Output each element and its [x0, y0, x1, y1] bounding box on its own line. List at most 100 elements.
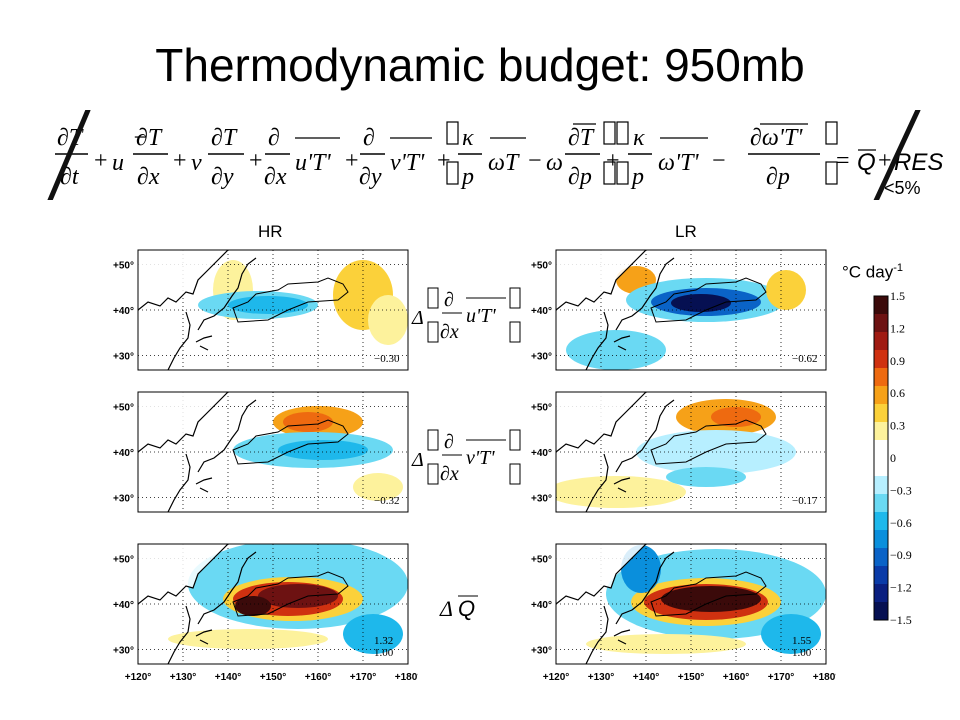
- anomaly-shading: [235, 596, 271, 616]
- map-panel-hr-row2: +50° +40° +30° −0.32: [113, 391, 409, 513]
- svg-text:Δ: Δ: [439, 596, 453, 621]
- lon-tick-label: +170°: [350, 672, 377, 683]
- svg-text:u'T': u'T': [466, 305, 496, 327]
- lon-tick-label: +130°: [170, 672, 197, 683]
- area-mean-value: −0.62: [792, 353, 817, 365]
- lat-tick-label: +50°: [113, 402, 134, 413]
- svg-text:+: +: [606, 148, 620, 174]
- colorbar-tick-label: 0.9: [890, 354, 905, 368]
- colorbar-tick-label: −0.9: [890, 548, 912, 562]
- panel-frame: [555, 391, 827, 513]
- coastline: [138, 544, 257, 664]
- coastline: [138, 250, 257, 370]
- panel-frame: [137, 391, 409, 513]
- svg-text:v: v: [191, 150, 202, 176]
- svg-text:∂T: ∂T: [568, 125, 595, 151]
- region-contour: [232, 571, 349, 617]
- colorbar-units: °C day-1: [842, 262, 903, 283]
- area-mean-value: 1.00: [792, 647, 812, 659]
- lat-tick-label: +30°: [531, 646, 552, 657]
- lon-tick-label: +130°: [588, 672, 615, 683]
- svg-text:ω'T': ω'T': [658, 150, 699, 176]
- anomaly-shading: [556, 476, 686, 508]
- anomaly-shading: [278, 440, 368, 460]
- map-panel-lr-row3: +50° +40° +30° +120° +130° +140° +150° +160° +17…: [531, 543, 836, 683]
- svg-text:+: +: [878, 148, 892, 174]
- colorbar-segment: [874, 512, 888, 531]
- region-contour: [650, 571, 767, 617]
- svg-text:∂: ∂: [268, 125, 280, 151]
- panel-frame: [137, 249, 409, 371]
- column-header-hr: HR: [258, 222, 283, 241]
- svg-text:+: +: [173, 148, 187, 174]
- lon-tick-label: +140°: [633, 672, 660, 683]
- lon-tick-label: +120°: [543, 672, 570, 683]
- colorbar-segment: [874, 296, 888, 315]
- anomaly-shading: [766, 270, 806, 310]
- lon-tick-label: +180°: [813, 672, 836, 683]
- colorbar-segment: [874, 548, 888, 567]
- colorbar-tick-label: 1.5: [890, 289, 905, 303]
- colorbar-segment: [874, 602, 888, 621]
- lat-tick-label: +50°: [113, 554, 134, 565]
- anomaly-shading: [666, 467, 746, 487]
- anomaly-shading: [283, 412, 333, 432]
- land-mask: [138, 544, 228, 604]
- map-panel-lr-row1: +50° +40° +30° −0.62: [531, 249, 827, 371]
- area-mean-value: −0.30: [374, 353, 400, 365]
- anomaly-shading: [566, 330, 666, 370]
- area-mean-value: −0.32: [374, 495, 399, 507]
- colorbar-segment: [874, 422, 888, 441]
- lon-tick-label: +150°: [678, 672, 705, 683]
- lat-tick-label: +40°: [531, 600, 552, 611]
- lat-tick-label: +40°: [531, 306, 552, 317]
- anomaly-shading: [661, 586, 761, 612]
- anomaly-shading: [353, 473, 403, 501]
- colorbar-tick-label: 1.2: [890, 321, 905, 335]
- lat-tick-label: +30°: [113, 352, 134, 363]
- colorbar-segment: [874, 404, 888, 423]
- svg-text:∂y: ∂y: [359, 164, 382, 190]
- svg-text:Q: Q: [857, 149, 876, 176]
- colorbar-segment: [874, 530, 888, 549]
- map-panel-hr-row1: +50° +40° +30° −0.30: [113, 249, 409, 371]
- lon-tick-label: +160°: [723, 672, 750, 683]
- page-title: Thermodynamic budget: 950mb: [155, 39, 805, 91]
- svg-text:ω: ω: [546, 150, 563, 176]
- svg-text:∂x: ∂x: [440, 463, 459, 485]
- svg-text:Δ: Δ: [411, 449, 424, 471]
- colorbar-segment: [874, 476, 888, 495]
- lat-tick-label: +30°: [113, 494, 134, 505]
- lat-tick-label: +40°: [113, 306, 134, 317]
- svg-text:ωT: ωT: [488, 150, 520, 176]
- svg-text:∂x: ∂x: [440, 321, 459, 343]
- region-contour: [232, 277, 349, 323]
- threshold-label: <5%: [884, 178, 921, 198]
- land-mask: [138, 250, 228, 310]
- units-text: °C day: [842, 262, 894, 282]
- area-mean-value: 1.55: [792, 635, 812, 647]
- svg-text:u'T': u'T': [295, 150, 331, 176]
- region-contour: [650, 277, 767, 323]
- land-mask: [556, 544, 646, 604]
- land-mask: [556, 392, 646, 452]
- anomaly-shading: [258, 584, 338, 608]
- colorbar-tick-label: 0.6: [890, 386, 905, 400]
- lat-tick-label: +40°: [531, 448, 552, 459]
- colorbar-tick-label: −0.3: [890, 483, 912, 497]
- colorbar-tick-label: −1.5: [890, 613, 912, 627]
- lat-tick-label: +50°: [531, 260, 552, 271]
- anomaly-shading: [671, 294, 731, 312]
- lat-tick-label: +50°: [113, 260, 134, 271]
- colorbar-frame: [873, 295, 889, 621]
- svg-text:∂ω'T': ∂ω'T': [750, 125, 803, 151]
- svg-text:κ: κ: [462, 125, 474, 151]
- colorbar-segment: [874, 584, 888, 603]
- region-contour: [232, 419, 349, 465]
- svg-text:∂: ∂: [444, 289, 454, 311]
- svg-text:∂T: ∂T: [211, 125, 238, 151]
- region-contour: [650, 419, 767, 465]
- svg-text:+: +: [94, 148, 108, 174]
- area-mean-value: 1.00: [374, 647, 394, 659]
- lat-tick-label: +30°: [113, 646, 134, 657]
